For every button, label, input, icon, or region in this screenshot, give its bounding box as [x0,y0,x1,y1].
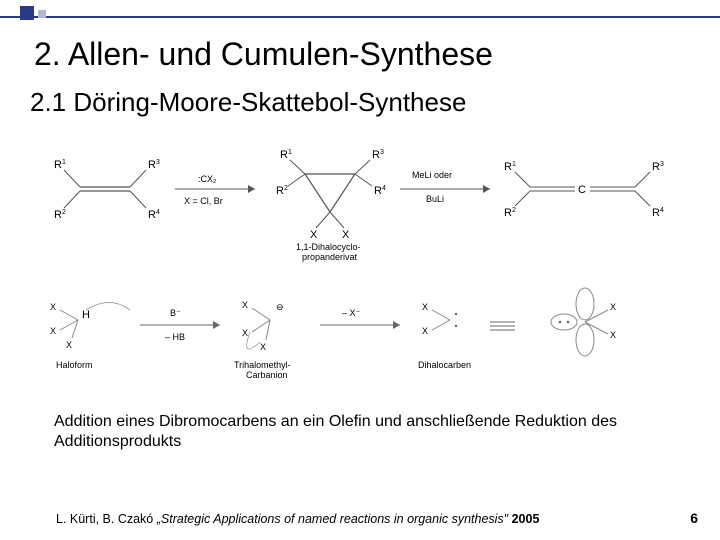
svg-text:3: 3 [156,159,160,166]
svg-text:Trihalomethyl-: Trihalomethyl- [234,360,291,370]
svg-text:propanderivat: propanderivat [302,252,358,262]
citation-year: 2005 [512,512,540,526]
reaction-mechanism: H X X X Haloform B⁻ – HB [30,270,690,400]
decor-square-small [38,10,46,18]
svg-text:4: 4 [382,185,386,192]
svg-text:X: X [342,229,350,241]
svg-text:X: X [610,330,616,340]
mech-a1-top: B⁻ [170,308,181,318]
arrow1-bottom: X = Cl, Br [184,196,223,206]
reaction-scheme-main: R1 R2 R3 R4 :CX₂ X = Cl, Br R [30,132,690,262]
slide-title: 2. Allen- und Cumulen-Synthese [34,36,690,73]
stage3-label: Dihalocarben [418,360,471,370]
svg-text:X: X [260,342,266,352]
svg-text:R: R [54,159,62,171]
svg-text:R: R [374,185,382,197]
slide-subtitle: 2.1 Döring-Moore-Skattebol-Synthese [30,87,690,118]
haloform: H X X X Haloform [50,302,130,370]
svg-text:H: H [82,309,90,321]
equiv-icon [490,322,515,330]
citation: L. Kürti, B. Czakó „Strategic Applicatio… [56,512,539,526]
arrow2-bottom: BuLi [426,194,444,204]
svg-text:R: R [148,209,156,221]
reactant-alkene: R1 R2 R3 R4 [54,159,160,221]
decor-square-large [20,6,34,20]
description-text: Addition eines Dibromocarbens an ein Ole… [54,412,654,452]
carbanion: X X X ⊖ Trihalomethyl- Carbanion [234,300,291,380]
arrow-step-2: MeLi oder BuLi [400,170,490,204]
carbene-orbitals: X X [551,288,616,356]
svg-text:Carbanion: Carbanion [246,370,288,380]
svg-text:4: 4 [660,207,664,214]
arrow-step-1: :CX₂ X = Cl, Br [175,174,255,206]
svg-text:⊖: ⊖ [276,302,284,312]
svg-text:3: 3 [380,149,384,156]
svg-text:2: 2 [62,209,66,216]
mech-arrow-2: – X⁻ [320,308,400,329]
svg-text:X: X [50,326,56,336]
svg-text:C: C [578,184,586,196]
svg-text:X: X [66,340,72,350]
svg-text:X: X [50,302,56,312]
mech-arrow-1: B⁻ – HB [140,308,220,342]
svg-text:3: 3 [660,161,664,168]
arrow2-top: MeLi oder [412,170,452,180]
svg-text:X: X [242,300,248,310]
svg-text:R: R [372,149,380,161]
svg-text:X: X [242,328,248,338]
dihalocarbene: X X Dihalocarben [418,302,471,370]
svg-text:X: X [422,302,428,312]
svg-text:R: R [54,209,62,221]
svg-text:X: X [422,326,428,336]
stage1-label: Haloform [56,360,93,370]
header-rule [0,0,720,18]
svg-text:4: 4 [156,209,160,216]
mech-a1-bot: – HB [165,332,185,342]
page-number: 6 [690,510,698,526]
svg-text:R: R [652,161,660,173]
svg-text:2: 2 [512,207,516,214]
arrow1-top: :CX₂ [198,174,217,184]
svg-text:1,1-Dihalocyclo-: 1,1-Dihalocyclo- [296,242,361,252]
citation-authors: L. Kürti, B. Czakó [56,512,157,526]
citation-title: „Strategic Applications of named reactio… [157,512,512,526]
svg-text:R: R [148,159,156,171]
slide-body: 2. Allen- und Cumulen-Synthese 2.1 Dörin… [0,28,720,452]
svg-text:1: 1 [62,159,66,166]
svg-text:1: 1 [512,161,516,168]
svg-text:R: R [504,207,512,219]
svg-text:X: X [610,302,616,312]
intermediate-cyclopropane: R1 R2 R3 R4 X X 1,1-Dihalocyclo- propand… [276,149,386,262]
svg-text:R: R [276,185,284,197]
svg-text:R: R [280,149,288,161]
svg-text:2: 2 [284,185,288,192]
svg-text:R: R [652,207,660,219]
mech-a2-top: – X⁻ [342,308,361,318]
svg-text:1: 1 [288,149,292,156]
svg-text:R: R [504,161,512,173]
product-allene: C R1 R2 R3 R4 [504,161,664,219]
svg-text:X: X [310,229,318,241]
